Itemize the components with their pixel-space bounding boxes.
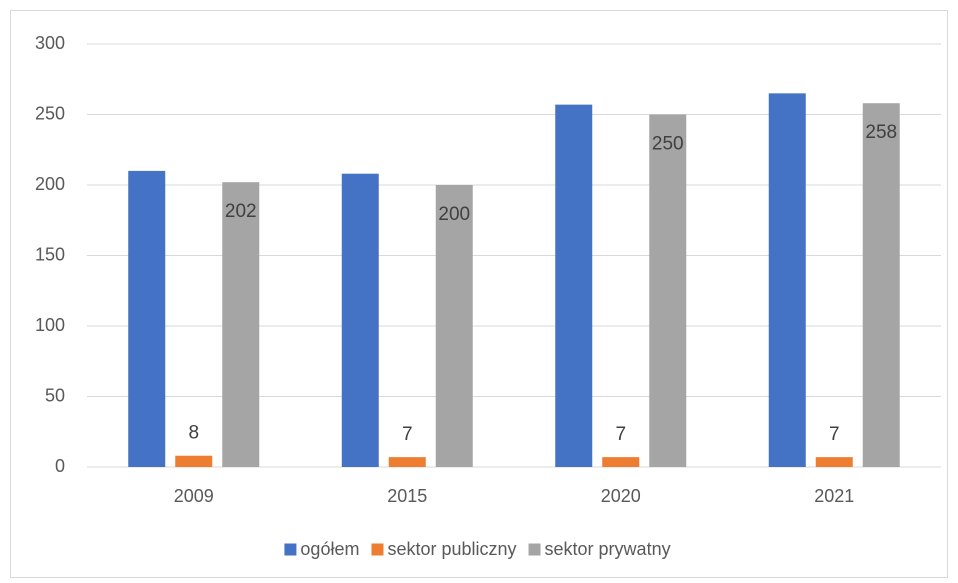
bar bbox=[602, 457, 640, 467]
legend-label: sektor prywatny bbox=[545, 539, 671, 559]
data-label: 7 bbox=[402, 424, 413, 445]
y-tick-label: 50 bbox=[45, 385, 65, 405]
x-tick-label: 2020 bbox=[601, 486, 641, 506]
bar bbox=[341, 173, 379, 467]
data-label: 250 bbox=[652, 134, 684, 155]
y-tick-label: 100 bbox=[35, 315, 65, 335]
bar bbox=[435, 185, 473, 467]
bar bbox=[649, 114, 687, 467]
bar bbox=[175, 455, 213, 467]
y-tick-label: 250 bbox=[35, 103, 65, 123]
legend-label: sektor publiczny bbox=[387, 539, 516, 559]
y-tick-label: 300 bbox=[35, 33, 65, 53]
data-label: 7 bbox=[615, 424, 626, 445]
bar bbox=[128, 170, 166, 467]
y-tick-label: 0 bbox=[55, 456, 65, 476]
bar bbox=[862, 103, 900, 467]
legend-label: ogółem bbox=[300, 539, 359, 559]
bar bbox=[222, 182, 260, 467]
bar bbox=[815, 457, 853, 467]
bar bbox=[768, 93, 806, 467]
data-label: 7 bbox=[829, 424, 840, 445]
data-label: 202 bbox=[225, 201, 257, 222]
data-label: 8 bbox=[188, 423, 199, 444]
bar bbox=[388, 457, 426, 467]
legend-swatch bbox=[284, 543, 297, 556]
x-tick-label: 2021 bbox=[814, 486, 854, 506]
x-tick-label: 2009 bbox=[174, 486, 214, 506]
x-tick-label: 2015 bbox=[387, 486, 427, 506]
data-label: 200 bbox=[438, 204, 470, 225]
y-tick-label: 200 bbox=[35, 174, 65, 194]
legend-swatch bbox=[371, 543, 384, 556]
bar bbox=[555, 104, 593, 467]
data-label: 258 bbox=[865, 122, 897, 143]
y-tick-label: 150 bbox=[35, 244, 65, 264]
legend-swatch bbox=[528, 543, 541, 556]
